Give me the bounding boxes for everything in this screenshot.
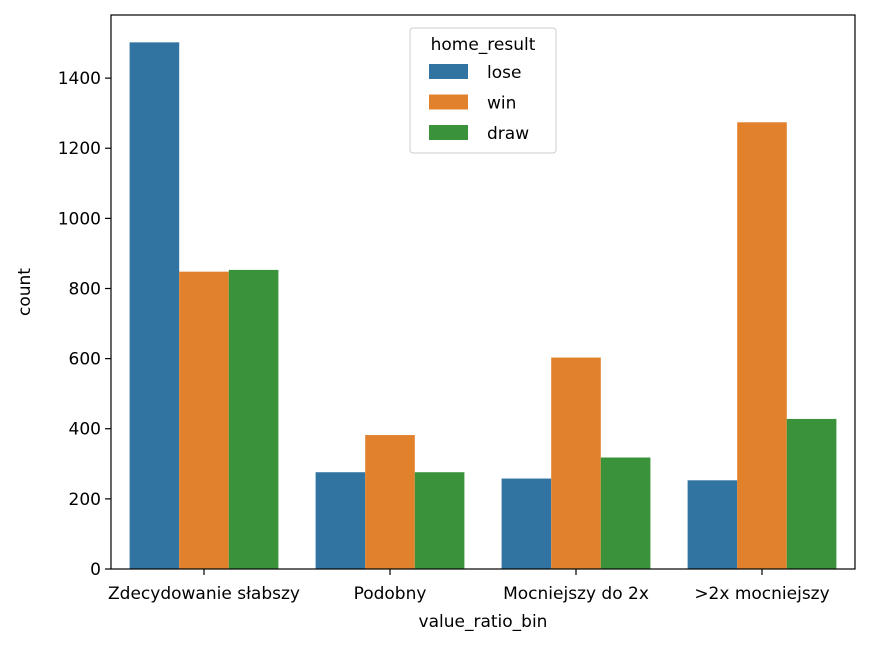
bar-draw-0 [228,269,279,569]
legend-label-lose: lose [487,63,521,83]
legend-items: lose win draw [429,63,529,144]
bar-win-3 [737,122,787,569]
bar-win-0 [179,271,229,569]
bar-draw-2 [600,457,651,569]
bar-lose-0 [129,42,180,569]
bar-draw-3 [786,418,837,569]
x-axis-label: value_ratio_bin [419,612,548,632]
legend-swatch-win [429,94,468,110]
bar-win-2 [551,357,601,569]
x-tick-label: >2x mocniejszy [694,584,829,604]
bars-group [129,42,837,569]
y-tick-label: 1000 [58,209,101,229]
plot-frame [110,14,856,570]
x-tick-label: Zdecydowanie słabszy [108,584,300,604]
y-tick-label: 400 [69,420,101,440]
legend: home_result lose win draw [409,27,557,154]
bar-lose-3 [687,480,738,569]
y-tick-label: 1200 [58,139,101,159]
legend-swatch-draw [429,125,468,140]
x-tick-label: Podobny [354,584,427,604]
y-tick-label: 800 [69,279,101,299]
legend-box [409,27,557,154]
bar-lose-1 [315,472,366,569]
x-tick-label: Mocniejszy do 2x [503,584,649,604]
bar-win-1 [365,435,415,569]
y-axis: 0 200 400 600 800 1000 1200 1400 [58,69,111,580]
bar-draw-1 [414,472,465,569]
y-tick-label: 0 [90,560,101,580]
y-tick-label: 1400 [58,69,101,89]
legend-label-win: win [487,94,516,114]
legend-title: home_result [431,35,536,55]
y-tick-label: 200 [69,490,101,510]
bar-lose-2 [501,478,552,569]
y-tick-label: 600 [69,350,101,370]
legend-swatch-lose [429,64,468,79]
y-axis-label: count [15,268,35,316]
legend-label-draw: draw [487,124,529,144]
x-axis: Zdecydowanie słabszy Podobny Mocniejszy do… [108,569,830,604]
